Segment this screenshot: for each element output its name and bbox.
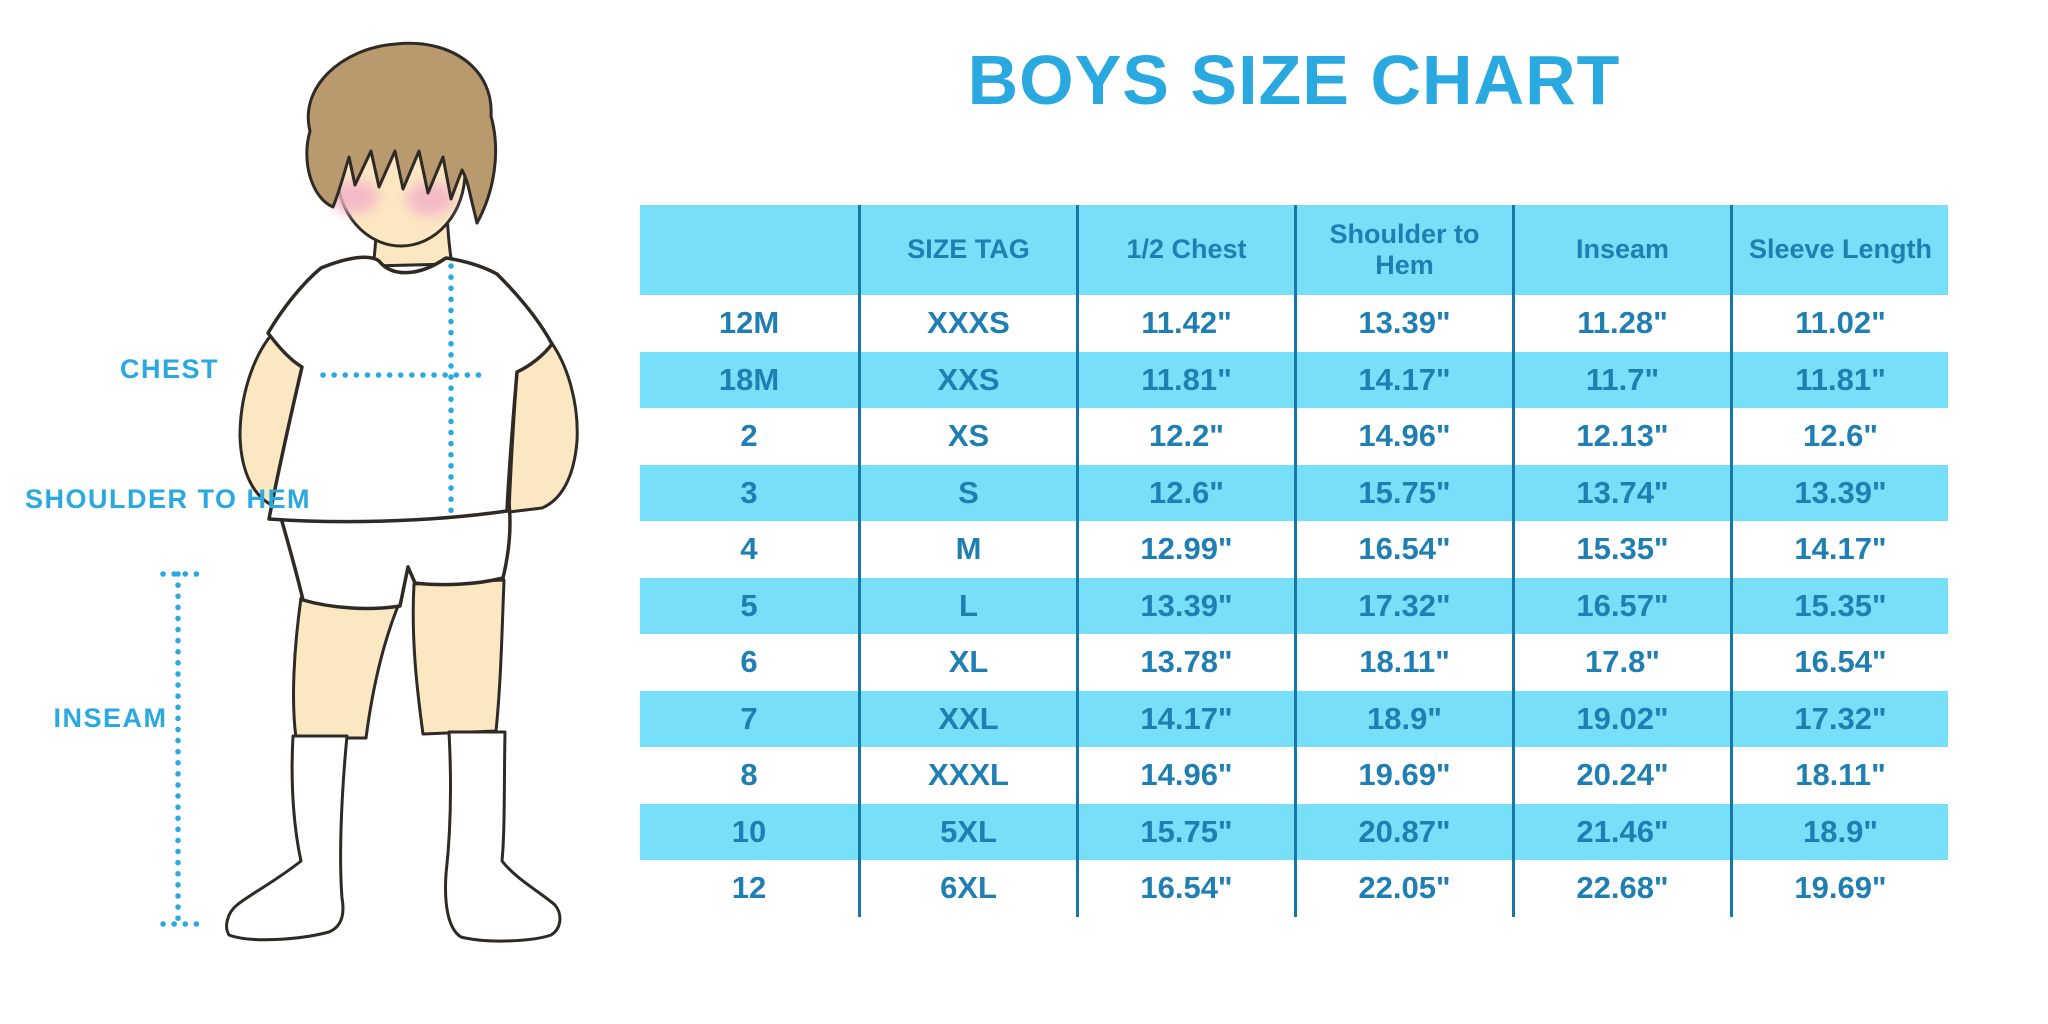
table-cell: 11.81": [1076, 351, 1294, 408]
table-cell: 16.57": [1512, 577, 1730, 634]
right-leg: [411, 578, 506, 736]
table-cell: 19.69": [1294, 747, 1512, 804]
table-cell: XS: [858, 408, 1076, 465]
table-cell: 12.6": [1076, 464, 1294, 521]
right-cheek: [406, 182, 454, 216]
table-cell: 12.99": [1076, 521, 1294, 578]
table-cell: 18.9": [1730, 803, 1948, 860]
row-label: 12: [640, 860, 858, 917]
table-cell: 16.54": [1730, 634, 1948, 691]
table-cell: 18.11": [1294, 634, 1512, 691]
boy-illustration: [160, 41, 579, 943]
table-cell: M: [858, 521, 1076, 578]
table-cell: 22.68": [1512, 860, 1730, 917]
table-cell: 19.69": [1730, 860, 1948, 917]
table-cell: 12.13": [1512, 408, 1730, 465]
table-cell: 11.81": [1730, 351, 1948, 408]
row-label: 5: [640, 577, 858, 634]
table-cell: 17.8": [1512, 634, 1730, 691]
table-cell: 15.35": [1512, 521, 1730, 578]
table-cell: 16.54": [1294, 521, 1512, 578]
table-cell: 11.28": [1512, 295, 1730, 352]
table-cell: 13.74": [1512, 464, 1730, 521]
row-label: 10: [640, 803, 858, 860]
table-cell: 17.32": [1294, 577, 1512, 634]
row-label: 7: [640, 690, 858, 747]
left-sock: [225, 734, 349, 942]
table-cell: 14.96": [1076, 747, 1294, 804]
hair: [305, 41, 498, 225]
table-cell: XXS: [858, 351, 1076, 408]
table-cell: 14.96": [1294, 408, 1512, 465]
column-header: 1/2 Chest: [1076, 205, 1294, 295]
size-table: SIZE TAG 1/2 Chest Shoulder to Hem Inseam Sl…: [640, 205, 1948, 917]
t-shirt: [266, 255, 554, 524]
table-cell: 5XL: [858, 803, 1076, 860]
table-cell: 18.11": [1730, 747, 1948, 804]
table-cell: 12.6": [1730, 408, 1948, 465]
left-cheek: [330, 180, 378, 214]
chest-label: CHEST: [119, 354, 219, 384]
table-cell: 17.32": [1730, 690, 1948, 747]
table-cell: 14.17": [1730, 521, 1948, 578]
row-label: 18M: [640, 351, 858, 408]
column-header: SIZE TAG: [858, 205, 1076, 295]
table-cell: 6XL: [858, 860, 1076, 917]
left-leg: [292, 596, 400, 740]
table-cell: XXL: [858, 690, 1076, 747]
table-cell: 13.39": [1730, 464, 1948, 521]
table-cell: L: [858, 577, 1076, 634]
table-cell: 21.46": [1512, 803, 1730, 860]
corner-header-cell: [640, 205, 858, 295]
table-cell: S: [858, 464, 1076, 521]
row-label: 8: [640, 747, 858, 804]
inseam-label: INSEAM: [53, 703, 168, 733]
row-label: 3: [640, 464, 858, 521]
row-label: 12M: [640, 295, 858, 352]
page-title: BOYS SIZE CHART: [967, 41, 1621, 119]
shorts: [275, 502, 512, 611]
table-cell: XL: [858, 634, 1076, 691]
table-cell: 15.75": [1294, 464, 1512, 521]
column-header: Inseam: [1512, 205, 1730, 295]
table-cell: 12.2": [1076, 408, 1294, 465]
table-cell: 11.02": [1730, 295, 1948, 352]
table-cell: 14.17": [1294, 351, 1512, 408]
table-cell: 15.35": [1730, 577, 1948, 634]
table-cell: 16.54": [1076, 860, 1294, 917]
table-cell: 18.9": [1294, 690, 1512, 747]
table-cell: 19.02": [1512, 690, 1730, 747]
row-label: 4: [640, 521, 858, 578]
table-cell: 13.39": [1294, 295, 1512, 352]
table-cell: 20.24": [1512, 747, 1730, 804]
column-header: Sleeve Length: [1730, 205, 1948, 295]
table-cell: 13.78": [1076, 634, 1294, 691]
table-cell: 11.7": [1512, 351, 1730, 408]
row-label: 2: [640, 408, 858, 465]
shoulder-to-hem-label: SHOULDER TO HEM: [24, 484, 311, 514]
row-label: 6: [640, 634, 858, 691]
table-cell: XXXS: [858, 295, 1076, 352]
table-cell: 13.39": [1076, 577, 1294, 634]
table-cell: XXXL: [858, 747, 1076, 804]
table-cell: 15.75": [1076, 803, 1294, 860]
right-sock: [444, 730, 562, 943]
table-cell: 20.87": [1294, 803, 1512, 860]
column-header: Shoulder to Hem: [1294, 205, 1512, 295]
table-cell: 22.05": [1294, 860, 1512, 917]
table-cell: 11.42": [1076, 295, 1294, 352]
table-cell: 14.17": [1076, 690, 1294, 747]
